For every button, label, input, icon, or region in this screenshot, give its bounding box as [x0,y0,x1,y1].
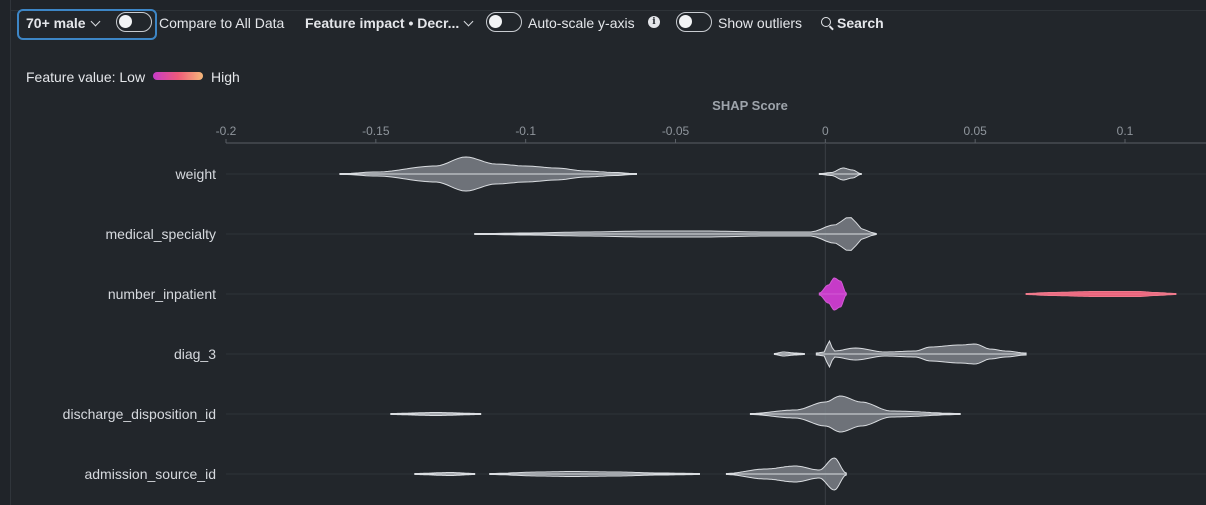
info-icon[interactable]: i [648,16,660,28]
toggle-knob [679,15,692,28]
left-border [0,0,11,505]
legend-high: High [211,69,240,85]
feature-label: medical_specialty [106,226,217,242]
x-tick-label: 0.1 [1117,124,1134,138]
toggle-knob [119,15,132,28]
x-tick-label: -0.1 [515,124,536,138]
violin-row: discharge_disposition_id [63,395,1206,433]
feature-label: discharge_disposition_id [63,406,216,422]
legend-gradient [153,72,203,80]
feature-label: weight [175,166,217,182]
x-tick-label: -0.2 [216,124,237,138]
outliers-toggle[interactable] [676,12,712,32]
x-tick-label: -0.05 [662,124,690,138]
x-tick-label: -0.15 [362,124,390,138]
sort-label: Feature impact • Decr... [305,15,460,31]
sort-dropdown[interactable]: Feature impact • Decr... [305,15,474,31]
feature-label: diag_3 [174,346,216,362]
violin-row: medical_specialty [106,217,1206,251]
violin-row: admission_source_id [84,457,1206,491]
violin-row: weight [175,156,1206,192]
violin-row: diag_3 [174,339,1206,369]
cohort-dropdown[interactable]: 70+ male [26,15,101,31]
cohort-selector-highlight[interactable] [17,9,157,40]
feature-label: number_inpatient [108,286,216,302]
compare-label: Compare to All Data [159,15,285,31]
autoscale-toggle[interactable] [486,12,522,32]
x-axis: -0.2 -0.15 -0.1 -0.05 0 0.05 0.1 [216,124,1206,505]
autoscale-label: Auto-scale y-axis [528,15,635,31]
legend-prefix: Feature value: Low [26,69,146,85]
x-tick-label: 0 [822,124,829,138]
x-axis-title: SHAP Score [712,98,788,113]
search-button[interactable]: Search [837,15,884,31]
cohort-label: 70+ male [26,15,86,31]
violin-row: number_inpatient [108,277,1206,311]
x-tick-label: 0.05 [963,124,987,138]
top-border [0,0,1206,11]
toolbar: 70+ male Compare to All Data Feature imp… [0,0,1206,46]
toggle-knob [489,15,502,28]
compare-toggle[interactable] [116,12,152,32]
outliers-label: Show outliers [718,15,803,31]
violin-rows: weight medical_specialty number_inpatientd… [63,156,1206,491]
search-icon[interactable] [821,17,831,27]
feature-label: admission_source_id [84,466,216,482]
